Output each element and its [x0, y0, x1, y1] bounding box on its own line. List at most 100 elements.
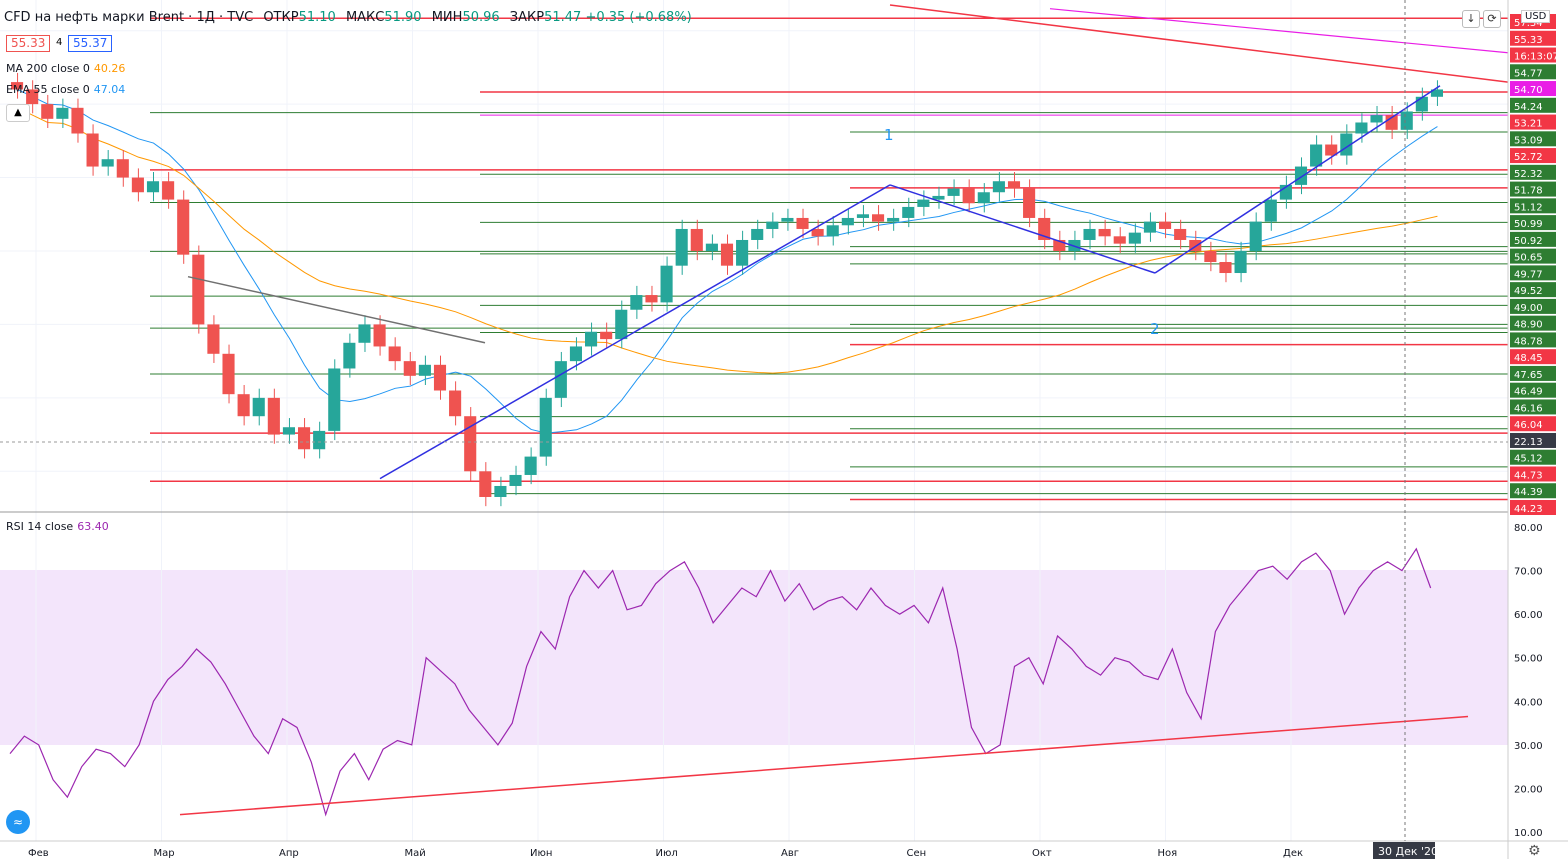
price-label-bg [1510, 248, 1556, 264]
candle-body [796, 217, 809, 229]
currency-badge[interactable]: USD [1521, 10, 1551, 23]
ask-box[interactable]: 55.37 [68, 35, 113, 52]
rsi-band [0, 570, 1508, 745]
candle-body [645, 295, 658, 303]
price-label: 50.92 [1514, 236, 1543, 247]
candle-body [494, 485, 507, 497]
price-label: 49.00 [1514, 303, 1543, 314]
time-tick-label: Июн [530, 848, 552, 859]
gear-icon[interactable]: ⚙ [1528, 843, 1541, 859]
price-label-bg [1510, 131, 1556, 147]
candle-body [403, 361, 416, 376]
ma-legend[interactable]: MA 200 close 0 40.26 [6, 62, 125, 75]
price-label-bg [1510, 449, 1556, 465]
open-label: ОТКР [263, 10, 299, 25]
rsi-label: RSI 14 close [6, 520, 74, 533]
moving-averages [17, 88, 1438, 434]
candle-body [418, 364, 431, 376]
candle-body [71, 107, 84, 134]
rsi-tick-label: 60.00 [1514, 610, 1543, 621]
price-label: 46.49 [1514, 387, 1543, 398]
candle-body [41, 104, 54, 119]
rsi-legend[interactable]: RSI 14 close 63.40 [6, 520, 109, 533]
price-label-bg [1510, 349, 1556, 365]
candle-body [1355, 122, 1368, 134]
candle-body [1189, 239, 1202, 251]
price-label: 48.90 [1514, 320, 1543, 331]
candle-body [373, 324, 386, 347]
bid-box[interactable]: 55.33 [6, 35, 51, 52]
time-tick-label: Ноя [1158, 848, 1178, 859]
candle-body [902, 206, 915, 218]
candles [11, 72, 1443, 507]
price-label: 51.78 [1514, 186, 1543, 197]
candle-body [509, 474, 522, 486]
price-label: 50.65 [1514, 253, 1543, 264]
candle-body [856, 214, 869, 218]
symbol-title[interactable]: CFD на нефть марки Brent · 1Д · TVC [4, 10, 254, 25]
candle-body [116, 159, 129, 178]
price-axis: 57.34 55.33 16:13:07 54.77 54.70 54.24 53.21 53… [1510, 14, 1559, 515]
price-label-bg [1510, 500, 1556, 515]
candle-body [1007, 181, 1021, 189]
trendline-blue-2 [889, 184, 1156, 274]
rsi-value: 63.40 [77, 520, 109, 533]
arrow-down-icon[interactable]: ↓ [1462, 10, 1480, 28]
price-label-bg [1510, 148, 1556, 164]
candle-body [1143, 221, 1156, 233]
rsi-tick-label: 80.00 [1514, 523, 1543, 534]
high-label: МАКС [345, 10, 385, 25]
rsi-axis: 80.00 70.00 60.00 50.00 40.00 30.00 20.00 10.00 [1514, 523, 1543, 839]
trendline-gray [187, 275, 486, 344]
price-label-bg [1510, 399, 1556, 415]
refresh-icon[interactable]: ⟳ [1483, 10, 1501, 28]
price-label: 22.13 [1514, 437, 1543, 448]
time-tick-label: Фев [28, 848, 49, 859]
price-label: 44.73 [1514, 470, 1543, 481]
candle-body [826, 225, 839, 237]
support-resistance-lines [150, 17, 1508, 501]
trendline-magenta [1049, 8, 1509, 54]
candle-body [539, 397, 552, 457]
rsi-series-line [9, 547, 1432, 817]
tradingview-logo-icon[interactable]: ≈ [6, 810, 30, 834]
candle-body [947, 188, 960, 196]
candle-body [600, 331, 613, 340]
ema-legend[interactable]: EMA 55 close 0 47.04 [6, 83, 125, 96]
candle-body [192, 254, 205, 325]
candle-body [343, 342, 356, 369]
cursor-date-label: 30 Дек '20 [1378, 845, 1438, 858]
rsi-tick-label: 40.00 [1514, 697, 1543, 708]
price-label: 54.77 [1514, 68, 1543, 79]
candle-body [1174, 228, 1187, 240]
time-tick-label: Сен [907, 848, 927, 859]
candle-body [720, 243, 734, 266]
candle-body [675, 228, 688, 266]
trendlines [187, 4, 1509, 480]
candle-body [1128, 232, 1141, 244]
candle-body [932, 195, 945, 200]
price-label-bg [1510, 466, 1556, 482]
close-value: 51.47 [544, 10, 582, 25]
trendline-blue-1 [379, 184, 891, 480]
candle-body [1400, 111, 1413, 130]
candle-body [282, 427, 295, 435]
candle-body [1204, 250, 1217, 263]
price-label-bg [1510, 164, 1556, 180]
price-label-bg [1510, 265, 1556, 281]
price-label-bg [1510, 315, 1556, 331]
candle-body [207, 324, 220, 354]
candle-body [524, 456, 537, 475]
rsi-tick-label: 30.00 [1514, 741, 1543, 752]
candle-body [433, 364, 447, 391]
collapse-legend-button[interactable]: ▲ [6, 104, 30, 122]
rsi-tick-label: 50.00 [1514, 654, 1543, 665]
price-label: 55.33 [1514, 35, 1543, 46]
candle-body [630, 295, 643, 310]
candle-body [962, 188, 975, 204]
trendline-red-top [889, 4, 1509, 83]
candle-body [101, 159, 114, 167]
candle-body [1023, 188, 1036, 218]
high-value: 51.90 [384, 10, 422, 25]
